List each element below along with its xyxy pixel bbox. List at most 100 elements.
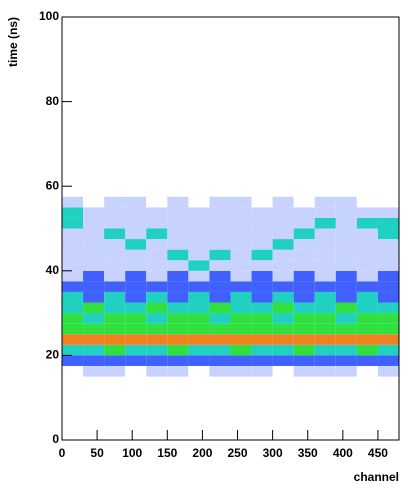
heatmap-cell [83,196,105,208]
heatmap-cell [83,207,105,218]
heatmap-cell [377,239,399,250]
heatmap-cell [146,239,168,250]
heatmap-cell [167,196,189,208]
heatmap-cell [167,365,189,377]
heatmap-cell [230,207,252,218]
x-tick-label: 300 [263,446,283,460]
heatmap-cell [377,270,399,282]
heatmap-cell [83,260,105,271]
heatmap-cell [62,207,84,218]
heatmap-cell [125,217,147,229]
heatmap-cell [314,281,336,292]
heatmap-cell [293,334,315,345]
heatmap-cell [314,334,336,345]
heatmap-cell [230,313,252,324]
y-tick-label: 100 [39,9,59,23]
heatmap-cell [293,260,315,271]
heatmap-cell [125,239,147,250]
heatmap-cell [125,249,147,261]
heatmap-cell [335,249,357,261]
heatmap-cell [125,207,147,218]
heatmap-cell [104,355,126,366]
heatmap-cell [251,249,273,261]
heatmap-cell [293,355,315,366]
heatmap-cell [314,207,336,218]
heatmap-cell [104,217,126,229]
heatmap-cell [251,313,273,324]
heatmap-cell [356,249,378,261]
heatmap-cell [146,334,168,345]
heatmap-cell [251,334,273,345]
heatmap-cell [272,228,294,240]
heatmap-cell [335,281,357,292]
heatmap-cell [209,260,231,271]
y-tick-label: 20 [46,348,60,362]
heatmap-cell [62,365,84,377]
heatmap-cell [335,365,357,377]
heatmap-cell [314,355,336,366]
heatmap-cell [125,323,147,335]
heatmap-cell [314,365,336,377]
heatmap-cell [251,281,273,292]
heatmap-cell [356,313,378,324]
heatmap-cell [272,217,294,229]
heatmap-cell [188,291,210,303]
heatmap-cell [356,270,378,282]
heatmap-cell [125,334,147,345]
x-tick-label: 350 [298,446,318,460]
heatmap-cell [356,207,378,218]
heatmap-cell [167,260,189,271]
heatmap-cell [335,260,357,271]
heatmap-cell [314,323,336,335]
heatmap-cell [356,239,378,250]
heatmap-cell [167,355,189,366]
heatmap-cell [167,313,189,324]
heatmap-cell [251,270,273,282]
heatmap-cell [377,302,399,314]
heatmap-cell [104,344,126,356]
heatmap-cell [104,239,126,250]
heatmap-cell [209,302,231,314]
heatmap-cell [272,281,294,292]
heatmap-cell [62,302,84,314]
heatmap-cell [251,355,273,366]
heatmap-cells [62,196,399,377]
heatmap-cell [356,217,378,229]
heatmap-cell [62,334,84,345]
heatmap-cell [62,270,84,282]
heatmap-cell [188,270,210,282]
heatmap-cell [146,355,168,366]
heatmap-cell [293,365,315,377]
heatmap-cell [335,355,357,366]
x-tick-label: 100 [122,446,142,460]
heatmap-cell [335,228,357,240]
heatmap-cell [104,291,126,303]
heatmap-cell [230,302,252,314]
heatmap-cell [146,196,168,208]
heatmap-cell [104,270,126,282]
heatmap-cell [293,344,315,356]
heatmap-cell [230,281,252,292]
x-axis-label: channel [354,470,399,484]
heatmap-cell [272,302,294,314]
heatmap-cell [104,323,126,335]
heatmap-cell [146,260,168,271]
heatmap-cell [356,228,378,240]
heatmap-cell [83,302,105,314]
heatmap-cell [125,270,147,282]
heatmap-cell [377,323,399,335]
heatmap-cell [209,344,231,356]
heatmap-cell [377,291,399,303]
heatmap-cell [188,260,210,271]
heatmap-cell [146,291,168,303]
heatmap-cell [209,196,231,208]
heatmap-cell [209,355,231,366]
heatmap-cell [104,313,126,324]
heatmap-cell [167,228,189,240]
heatmap-cell [272,313,294,324]
heatmap-cell [209,323,231,335]
heatmap-cell [125,355,147,366]
heatmap-cell [188,365,210,377]
heatmap-cell [335,313,357,324]
heatmap-cell [62,239,84,250]
